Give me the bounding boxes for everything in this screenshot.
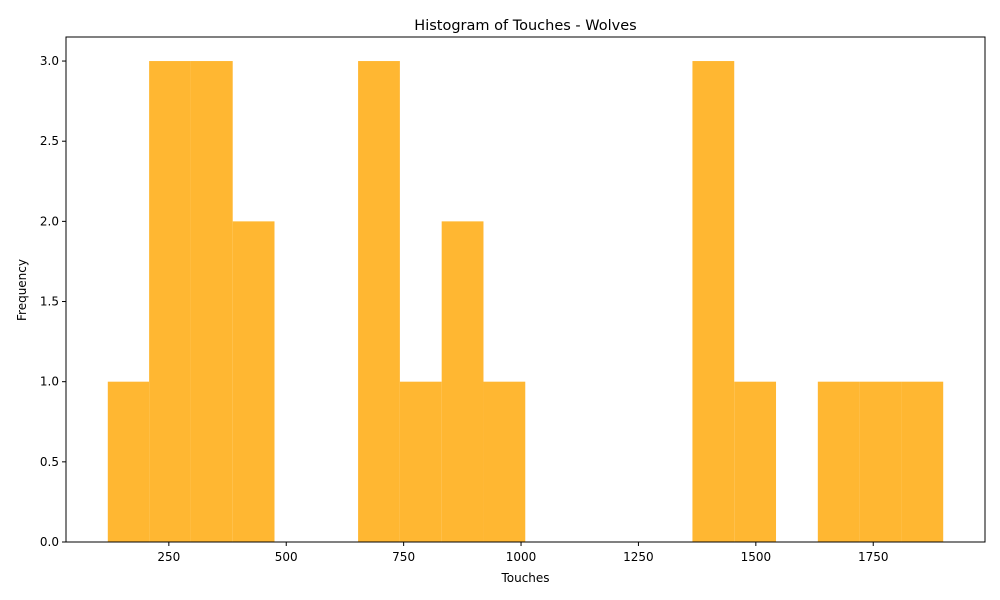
histogram-bar-8 [441,221,484,542]
x-tick-label: 1500 [741,550,772,564]
x-tick-label: 750 [392,550,415,564]
histogram-bar-18 [859,381,902,542]
y-tick-label: 1.0 [40,375,59,389]
histogram-bar-6 [358,61,400,543]
histogram-bar-7 [399,381,442,542]
chart-title: Histogram of Touches - Wolves [414,18,636,34]
x-axis-label: Touches [500,571,549,585]
histogram-bar-0 [107,381,150,542]
histogram-bar-3 [232,221,275,542]
x-tick-label: 1000 [506,550,537,564]
x-axis-ticks: 250 500 750 1000 1250 1500 1750 [157,542,889,564]
x-tick-label: 1750 [858,550,889,564]
x-tick-label: 250 [157,550,180,564]
y-tick-label: 2.5 [40,134,59,148]
x-tick-label: 500 [275,550,298,564]
histogram-bar-15 [734,381,777,542]
y-tick-label: 0.5 [40,455,59,469]
histogram-bar-2 [190,61,233,543]
histogram-bar-14 [692,61,735,543]
y-tick-label: 3.0 [40,54,59,68]
histogram-bar-1 [149,61,191,543]
y-tick-label: 2.0 [40,214,59,228]
histogram-bar-9 [483,381,526,542]
y-tick-label: 0.0 [40,535,59,549]
y-axis-ticks: 0.0 0.5 1.0 1.5 2.0 2.5 3.0 [40,54,66,549]
y-axis-label: Frequency [15,259,29,321]
histogram-bar-17 [817,381,860,542]
histogram-bar-19 [901,381,944,542]
plot-frame [65,36,986,543]
x-tick-label: 1250 [623,550,654,564]
bars-group [107,61,944,543]
y-tick-label: 1.5 [40,295,59,309]
